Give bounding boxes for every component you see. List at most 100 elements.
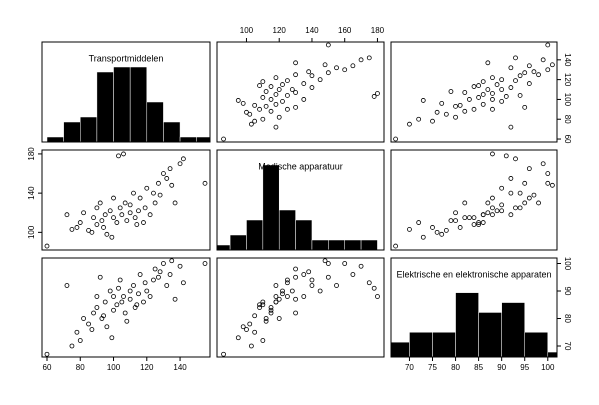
point xyxy=(102,212,108,218)
point xyxy=(81,316,86,321)
point xyxy=(260,302,266,308)
point xyxy=(480,79,486,85)
y-tick-label: 90 xyxy=(563,287,572,296)
point xyxy=(107,288,113,294)
point xyxy=(476,95,482,100)
point xyxy=(101,313,106,319)
point xyxy=(358,57,364,63)
hist-bar xyxy=(80,116,98,143)
point xyxy=(156,274,161,280)
x-tick-label: 80 xyxy=(76,363,85,372)
x-tick-label: 160 xyxy=(338,26,352,35)
point xyxy=(358,263,364,269)
point xyxy=(285,93,290,98)
point xyxy=(273,92,279,97)
y-tick-label: 70 xyxy=(563,342,572,351)
point xyxy=(503,153,509,159)
point xyxy=(301,97,307,102)
point xyxy=(152,200,158,206)
point xyxy=(457,102,463,108)
point xyxy=(94,305,100,310)
hist-bar xyxy=(524,332,549,358)
point xyxy=(309,283,315,288)
point xyxy=(503,94,509,99)
point xyxy=(293,274,298,280)
y-tick-label: 140 xyxy=(27,186,36,200)
point xyxy=(280,288,285,294)
point xyxy=(91,310,96,316)
point xyxy=(526,166,532,172)
point xyxy=(293,296,298,302)
point xyxy=(508,176,514,181)
point xyxy=(522,104,528,110)
point xyxy=(416,116,422,122)
point xyxy=(97,274,103,280)
point xyxy=(263,89,269,94)
point xyxy=(260,79,266,85)
point xyxy=(508,85,514,90)
point xyxy=(273,75,279,81)
point xyxy=(102,299,108,305)
hist-bar xyxy=(63,121,81,143)
point xyxy=(134,222,140,227)
point xyxy=(97,200,103,206)
point xyxy=(180,156,186,162)
point xyxy=(111,307,116,313)
point xyxy=(545,42,551,48)
hist-bar xyxy=(501,302,525,358)
point xyxy=(293,266,298,272)
point xyxy=(164,176,170,181)
point xyxy=(202,180,208,186)
hist-bar xyxy=(229,234,247,251)
point xyxy=(309,277,315,283)
hist-bar xyxy=(146,101,164,143)
point xyxy=(366,55,372,61)
point xyxy=(119,299,125,305)
point xyxy=(508,212,514,218)
point xyxy=(111,195,116,201)
point xyxy=(248,343,254,349)
point xyxy=(268,84,274,89)
point xyxy=(462,215,468,221)
point xyxy=(44,351,50,357)
point xyxy=(462,200,468,206)
hist-bar xyxy=(163,121,181,143)
hist-bar xyxy=(295,219,313,251)
point xyxy=(268,310,274,316)
point xyxy=(177,263,183,269)
panel-frame xyxy=(390,149,558,251)
point xyxy=(244,109,249,115)
point xyxy=(293,60,298,66)
point xyxy=(260,95,266,100)
point xyxy=(260,116,266,122)
point xyxy=(122,310,128,316)
point xyxy=(499,202,505,208)
point xyxy=(485,200,491,206)
hist-bar xyxy=(129,66,148,143)
point xyxy=(257,83,262,88)
point xyxy=(147,294,153,299)
point xyxy=(325,42,331,48)
x-tick-label: 120 xyxy=(140,363,154,372)
point xyxy=(526,81,532,86)
y-tick-label: 100 xyxy=(563,257,572,271)
point xyxy=(285,277,290,283)
point xyxy=(77,338,83,343)
point xyxy=(137,195,143,201)
point xyxy=(121,151,126,157)
point xyxy=(540,57,546,63)
point xyxy=(522,70,528,76)
point xyxy=(94,205,100,211)
point xyxy=(480,220,486,225)
point xyxy=(151,190,156,196)
point xyxy=(235,335,241,341)
x-tick-label: 100 xyxy=(240,26,254,35)
point xyxy=(151,277,156,283)
point xyxy=(293,72,298,78)
point xyxy=(276,316,282,321)
point xyxy=(268,108,274,114)
point xyxy=(89,229,95,235)
panel-frame xyxy=(390,41,558,143)
point xyxy=(322,258,328,264)
point xyxy=(513,55,518,61)
